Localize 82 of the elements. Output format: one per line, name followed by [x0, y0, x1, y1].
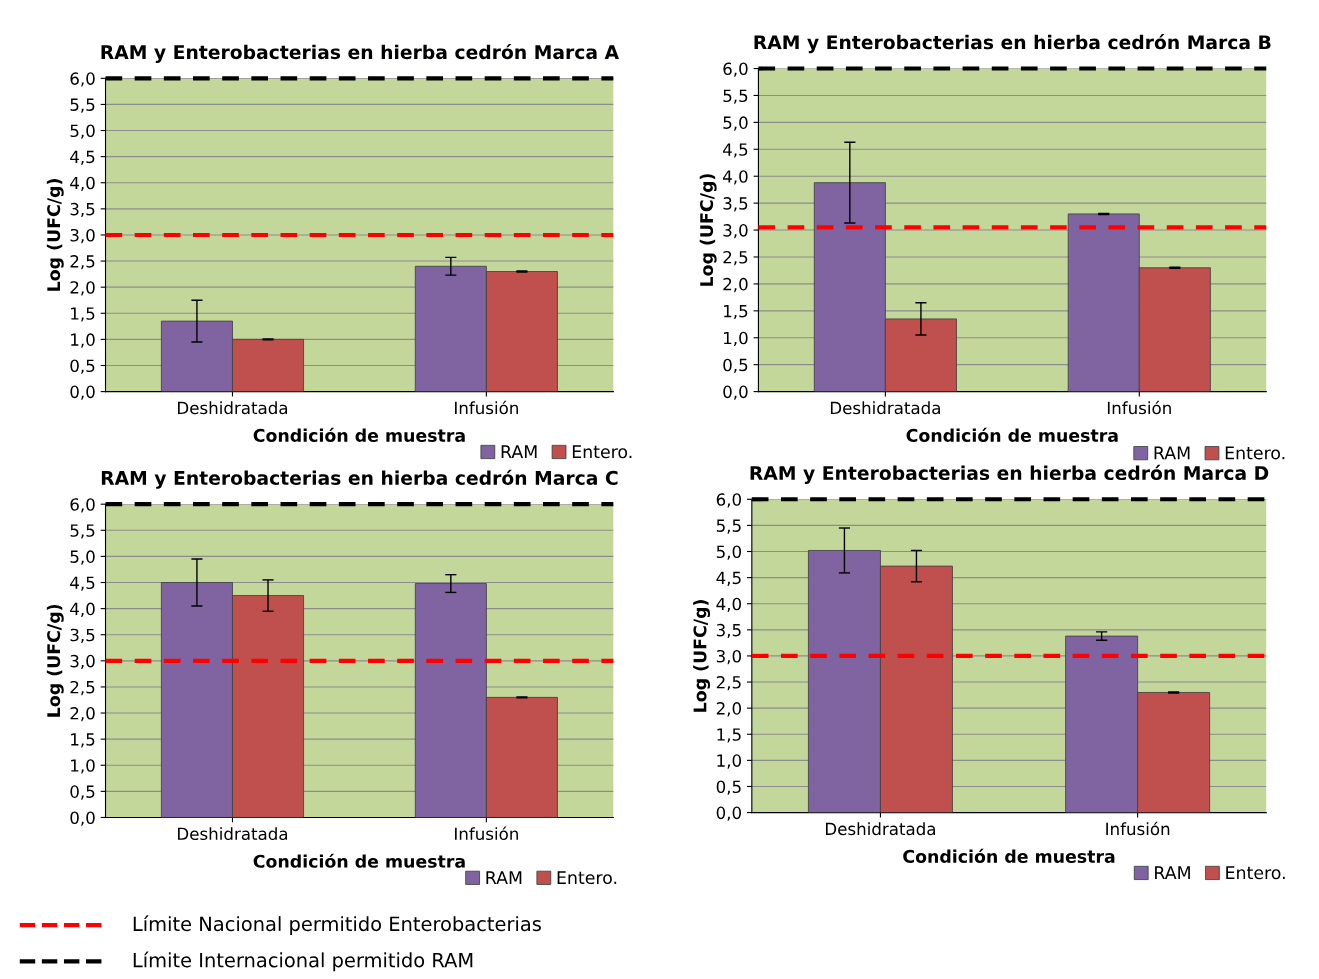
x-tick-label: Infusión [1107, 400, 1171, 415]
y-tick-label: 1,5 [71, 733, 95, 748]
y-tick-label: 2,5 [716, 676, 741, 691]
y-tick-label: 2,5 [70, 255, 95, 270]
y-tick-label: 1,0 [71, 333, 95, 348]
legend-label: Límite Nacional permitido Enterobacterias [133, 915, 541, 935]
y-tick-label: 4,5 [716, 571, 741, 586]
y-tick-label: 5,0 [716, 545, 741, 560]
x-tick-label: Infusión [455, 400, 518, 415]
y-axis-title: Log (UFC/g) [46, 604, 64, 717]
x-axis-title: Condición de muestra [253, 853, 465, 868]
y-tick-label: 2,5 [723, 250, 748, 266]
y-tick-label: 2,0 [70, 281, 95, 296]
y-tick-label: 3,0 [70, 228, 95, 244]
x-tick-label: Deshidratada [830, 401, 940, 415]
y-tick-label: 5,0 [70, 550, 95, 565]
legend-label: RAM [501, 445, 537, 459]
y-tick-label: 5,5 [70, 524, 95, 539]
y-tick-label: 3,0 [716, 649, 741, 665]
x-tick-label: Deshidratada [178, 827, 288, 841]
y-tick-label: 4,5 [723, 143, 748, 158]
y-tick-label: 0,0 [723, 385, 748, 400]
y-tick-label: 1,0 [724, 331, 748, 347]
y-tick-label: 3,5 [70, 202, 95, 218]
x-axis-title: Condición de muestra [253, 427, 465, 442]
x-axis-title: Condición de muestra [903, 848, 1115, 863]
y-tick-label: 0,0 [70, 811, 95, 826]
legend-label: Límite Internacional permitido RAM [133, 951, 473, 972]
y-tick-label: 0,0 [70, 385, 95, 400]
chart-title: RAM y Enterobacterias en hierba cedrón Marca A [101, 43, 619, 63]
y-tick-label: 2,0 [723, 277, 748, 293]
y-tick-label: 6,0 [70, 498, 95, 513]
y-tick-label: 5,5 [716, 519, 741, 534]
x-tick-label: Deshidratada [178, 401, 288, 415]
y-tick-label: 3,5 [723, 197, 748, 212]
y-tick-label: 4,0 [716, 597, 741, 612]
chart-title: RAM y Enterobacterias en hierba cedrón Marca D [750, 464, 1269, 484]
y-tick-label: 4,5 [70, 576, 95, 591]
y-tick-label: 3,5 [716, 623, 741, 639]
y-tick-label: 5,5 [70, 98, 95, 113]
y-tick-label: 0,5 [70, 785, 95, 800]
x-tick-label: Infusión [1106, 821, 1170, 836]
y-tick-label: 5,0 [70, 124, 95, 139]
y-tick-label: 4,0 [70, 176, 95, 192]
y-tick-label: 4,5 [70, 150, 95, 165]
legend-label: Entero. [572, 445, 632, 459]
y-tick-label: 5,0 [723, 116, 748, 131]
y-axis-title: Log (UFC/g) [699, 174, 717, 286]
y-tick-label: 0,0 [716, 806, 741, 821]
y-tick-label: 1,5 [724, 305, 748, 320]
chart-title: RAM y Enterobacterias en hierba cedrón Marca C [101, 469, 618, 489]
y-tick-label: 5,5 [723, 89, 748, 104]
chart-title: RAM y Enterobacterias en hierba cedrón Marca B [754, 34, 1271, 54]
legend-label: Entero. [557, 871, 617, 885]
x-axis-title: Condición de muestra [906, 427, 1118, 442]
y-tick-label: 3,5 [70, 628, 95, 643]
y-tick-label: 4,0 [70, 602, 95, 617]
y-tick-label: 6,0 [70, 72, 95, 87]
legend-label: RAM [1154, 446, 1190, 460]
y-tick-label: 2,0 [716, 702, 741, 717]
legend-label: Entero. [1226, 866, 1285, 880]
y-tick-label: 1,0 [71, 759, 95, 774]
y-tick-label: 2,5 [70, 680, 95, 696]
y-tick-label: 0,5 [723, 358, 748, 373]
y-tick-label: 2,0 [70, 707, 95, 722]
y-tick-label: 0,5 [716, 780, 741, 795]
y-tick-label: 1,0 [717, 754, 741, 769]
legend-label: RAM [486, 871, 522, 884]
y-axis-title: Log (UFC/g) [693, 600, 711, 712]
y-tick-label: 6,0 [723, 62, 748, 77]
y-tick-label: 4,0 [723, 170, 748, 185]
legend-label: RAM [1155, 866, 1190, 879]
y-tick-label: 3,0 [70, 654, 95, 670]
x-tick-label: Deshidratada [825, 822, 935, 836]
y-axis-title: Log (UFC/g) [46, 179, 64, 291]
y-tick-label: 3,0 [723, 224, 748, 239]
x-tick-label: Infusión [455, 826, 518, 841]
y-tick-label: 1,5 [717, 728, 741, 743]
y-tick-label: 1,5 [71, 307, 95, 322]
legend-label: Entero. [1225, 446, 1285, 460]
y-tick-label: 6,0 [716, 493, 741, 508]
y-tick-label: 0,5 [70, 359, 95, 374]
